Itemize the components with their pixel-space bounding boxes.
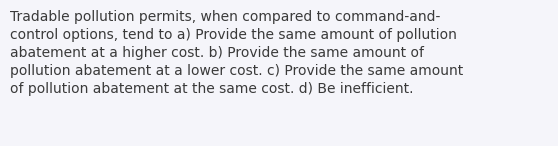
- Text: Tradable pollution permits, when compared to command-and-
control options, tend : Tradable pollution permits, when compare…: [10, 10, 463, 96]
